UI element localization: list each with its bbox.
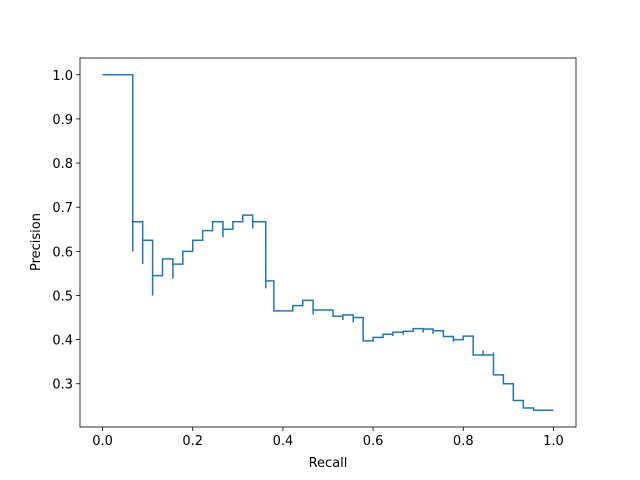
y-tick-label: 0.9 xyxy=(52,113,73,128)
y-tick-label: 0.7 xyxy=(52,201,73,216)
x-tick-label: 0.8 xyxy=(453,434,474,449)
x-tick-label: 0.4 xyxy=(273,434,294,449)
x-tick-label: 0.6 xyxy=(363,434,384,449)
y-tick-label: 1.0 xyxy=(52,69,73,84)
x-tick-label: 0.0 xyxy=(92,434,113,449)
precision-recall-line xyxy=(102,74,554,411)
y-tick-label: 0.5 xyxy=(52,289,73,304)
x-axis-label: Recall xyxy=(309,456,348,471)
y-tick-label: 0.6 xyxy=(52,245,73,260)
y-tick-label: 0.4 xyxy=(52,334,73,349)
y-tick-label: 0.3 xyxy=(52,378,73,393)
x-tick-label: 1.0 xyxy=(543,434,564,449)
x-tick-label: 0.2 xyxy=(182,434,203,449)
y-tick-label: 0.8 xyxy=(52,157,73,172)
plot-frame xyxy=(79,57,577,428)
y-axis-label: Precision xyxy=(29,213,44,271)
